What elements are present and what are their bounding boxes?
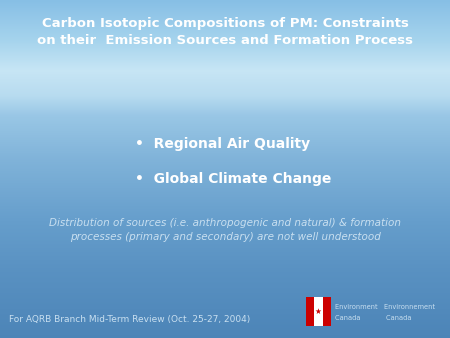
Bar [314,297,323,326]
Text: •  Global Climate Change: • Global Climate Change [135,172,331,186]
Text: •  Regional Air Quality: • Regional Air Quality [135,137,310,151]
Text: ★: ★ [315,307,322,316]
Text: Canada            Canada: Canada Canada [335,315,412,321]
Text: Distribution of sources (i.e. anthropogenic and natural) & formation
processes (: Distribution of sources (i.e. anthropoge… [49,218,401,242]
Text: For AQRB Branch Mid-Term Review (Oct. 25-27, 2004): For AQRB Branch Mid-Term Review (Oct. 25… [9,315,250,324]
Text: Carbon Isotopic Compositions of PM: Constraints
on their  Emission Sources and F: Carbon Isotopic Compositions of PM: Cons… [37,17,413,47]
Text: Environment   Environnement: Environment Environnement [335,305,435,311]
Bar [306,297,331,326]
